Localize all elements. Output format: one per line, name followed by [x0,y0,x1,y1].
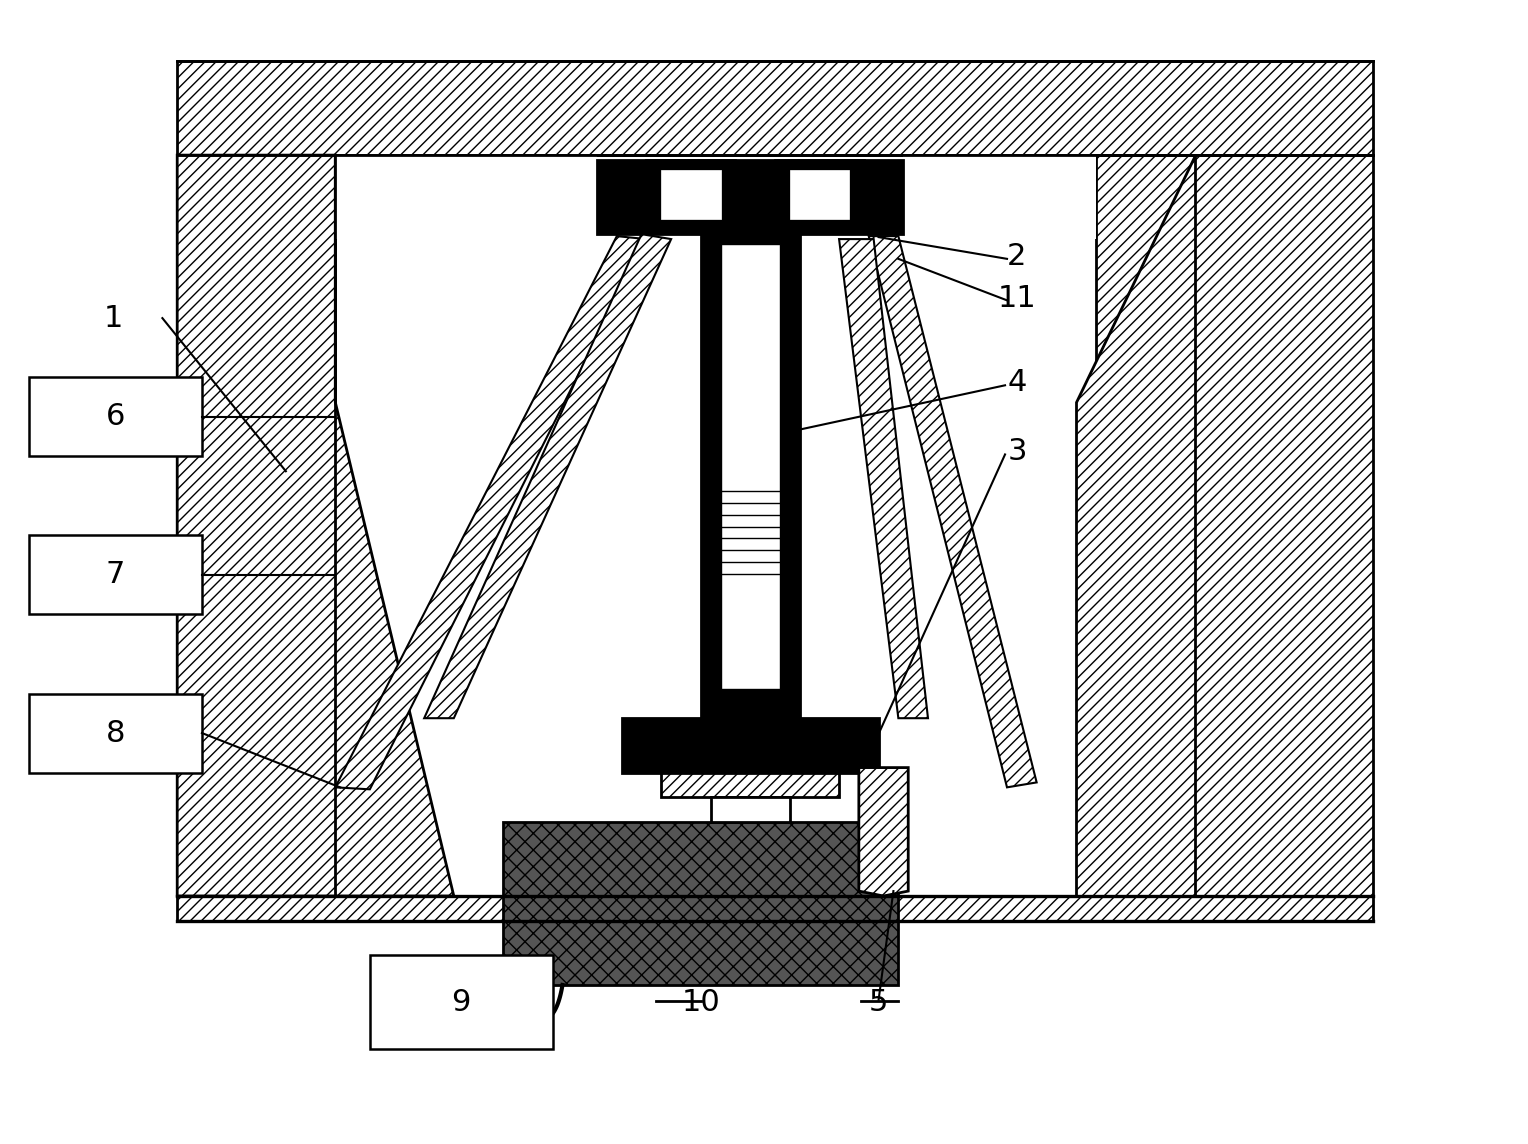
Text: 2: 2 [1007,243,1027,271]
Text: 11: 11 [998,284,1036,312]
Polygon shape [839,239,927,718]
Bar [29,535,202,614]
Polygon shape [859,768,908,896]
Bar [503,821,898,985]
Bar [597,160,903,235]
Bar [646,160,735,190]
Bar [790,170,850,220]
Polygon shape [869,236,1036,787]
Bar [370,955,553,1049]
Text: 9: 9 [452,987,471,1017]
Bar [903,156,1096,239]
Bar [701,235,799,718]
Text: 6: 6 [105,403,125,431]
Polygon shape [177,156,454,896]
Text: 7: 7 [105,561,125,589]
Bar [775,160,863,190]
Bar [662,772,839,797]
Text: 5: 5 [869,988,888,1017]
Bar [662,165,721,229]
Text: 10: 10 [681,988,720,1017]
Bar [177,896,1372,921]
Bar [177,62,1372,156]
Bar [177,156,335,881]
Bar [29,378,202,456]
Bar [335,156,597,239]
Polygon shape [1076,156,1372,896]
Text: 1: 1 [104,303,122,333]
Bar [29,693,202,772]
Text: 3: 3 [1007,437,1027,466]
Polygon shape [335,236,646,789]
Bar [1096,156,1254,881]
Text: 8: 8 [105,718,125,747]
Text: 4: 4 [1007,368,1027,397]
Bar [721,244,779,689]
Bar [711,797,790,821]
Bar [622,718,879,772]
Polygon shape [425,235,671,718]
Bar [790,165,850,229]
Bar [662,170,721,220]
